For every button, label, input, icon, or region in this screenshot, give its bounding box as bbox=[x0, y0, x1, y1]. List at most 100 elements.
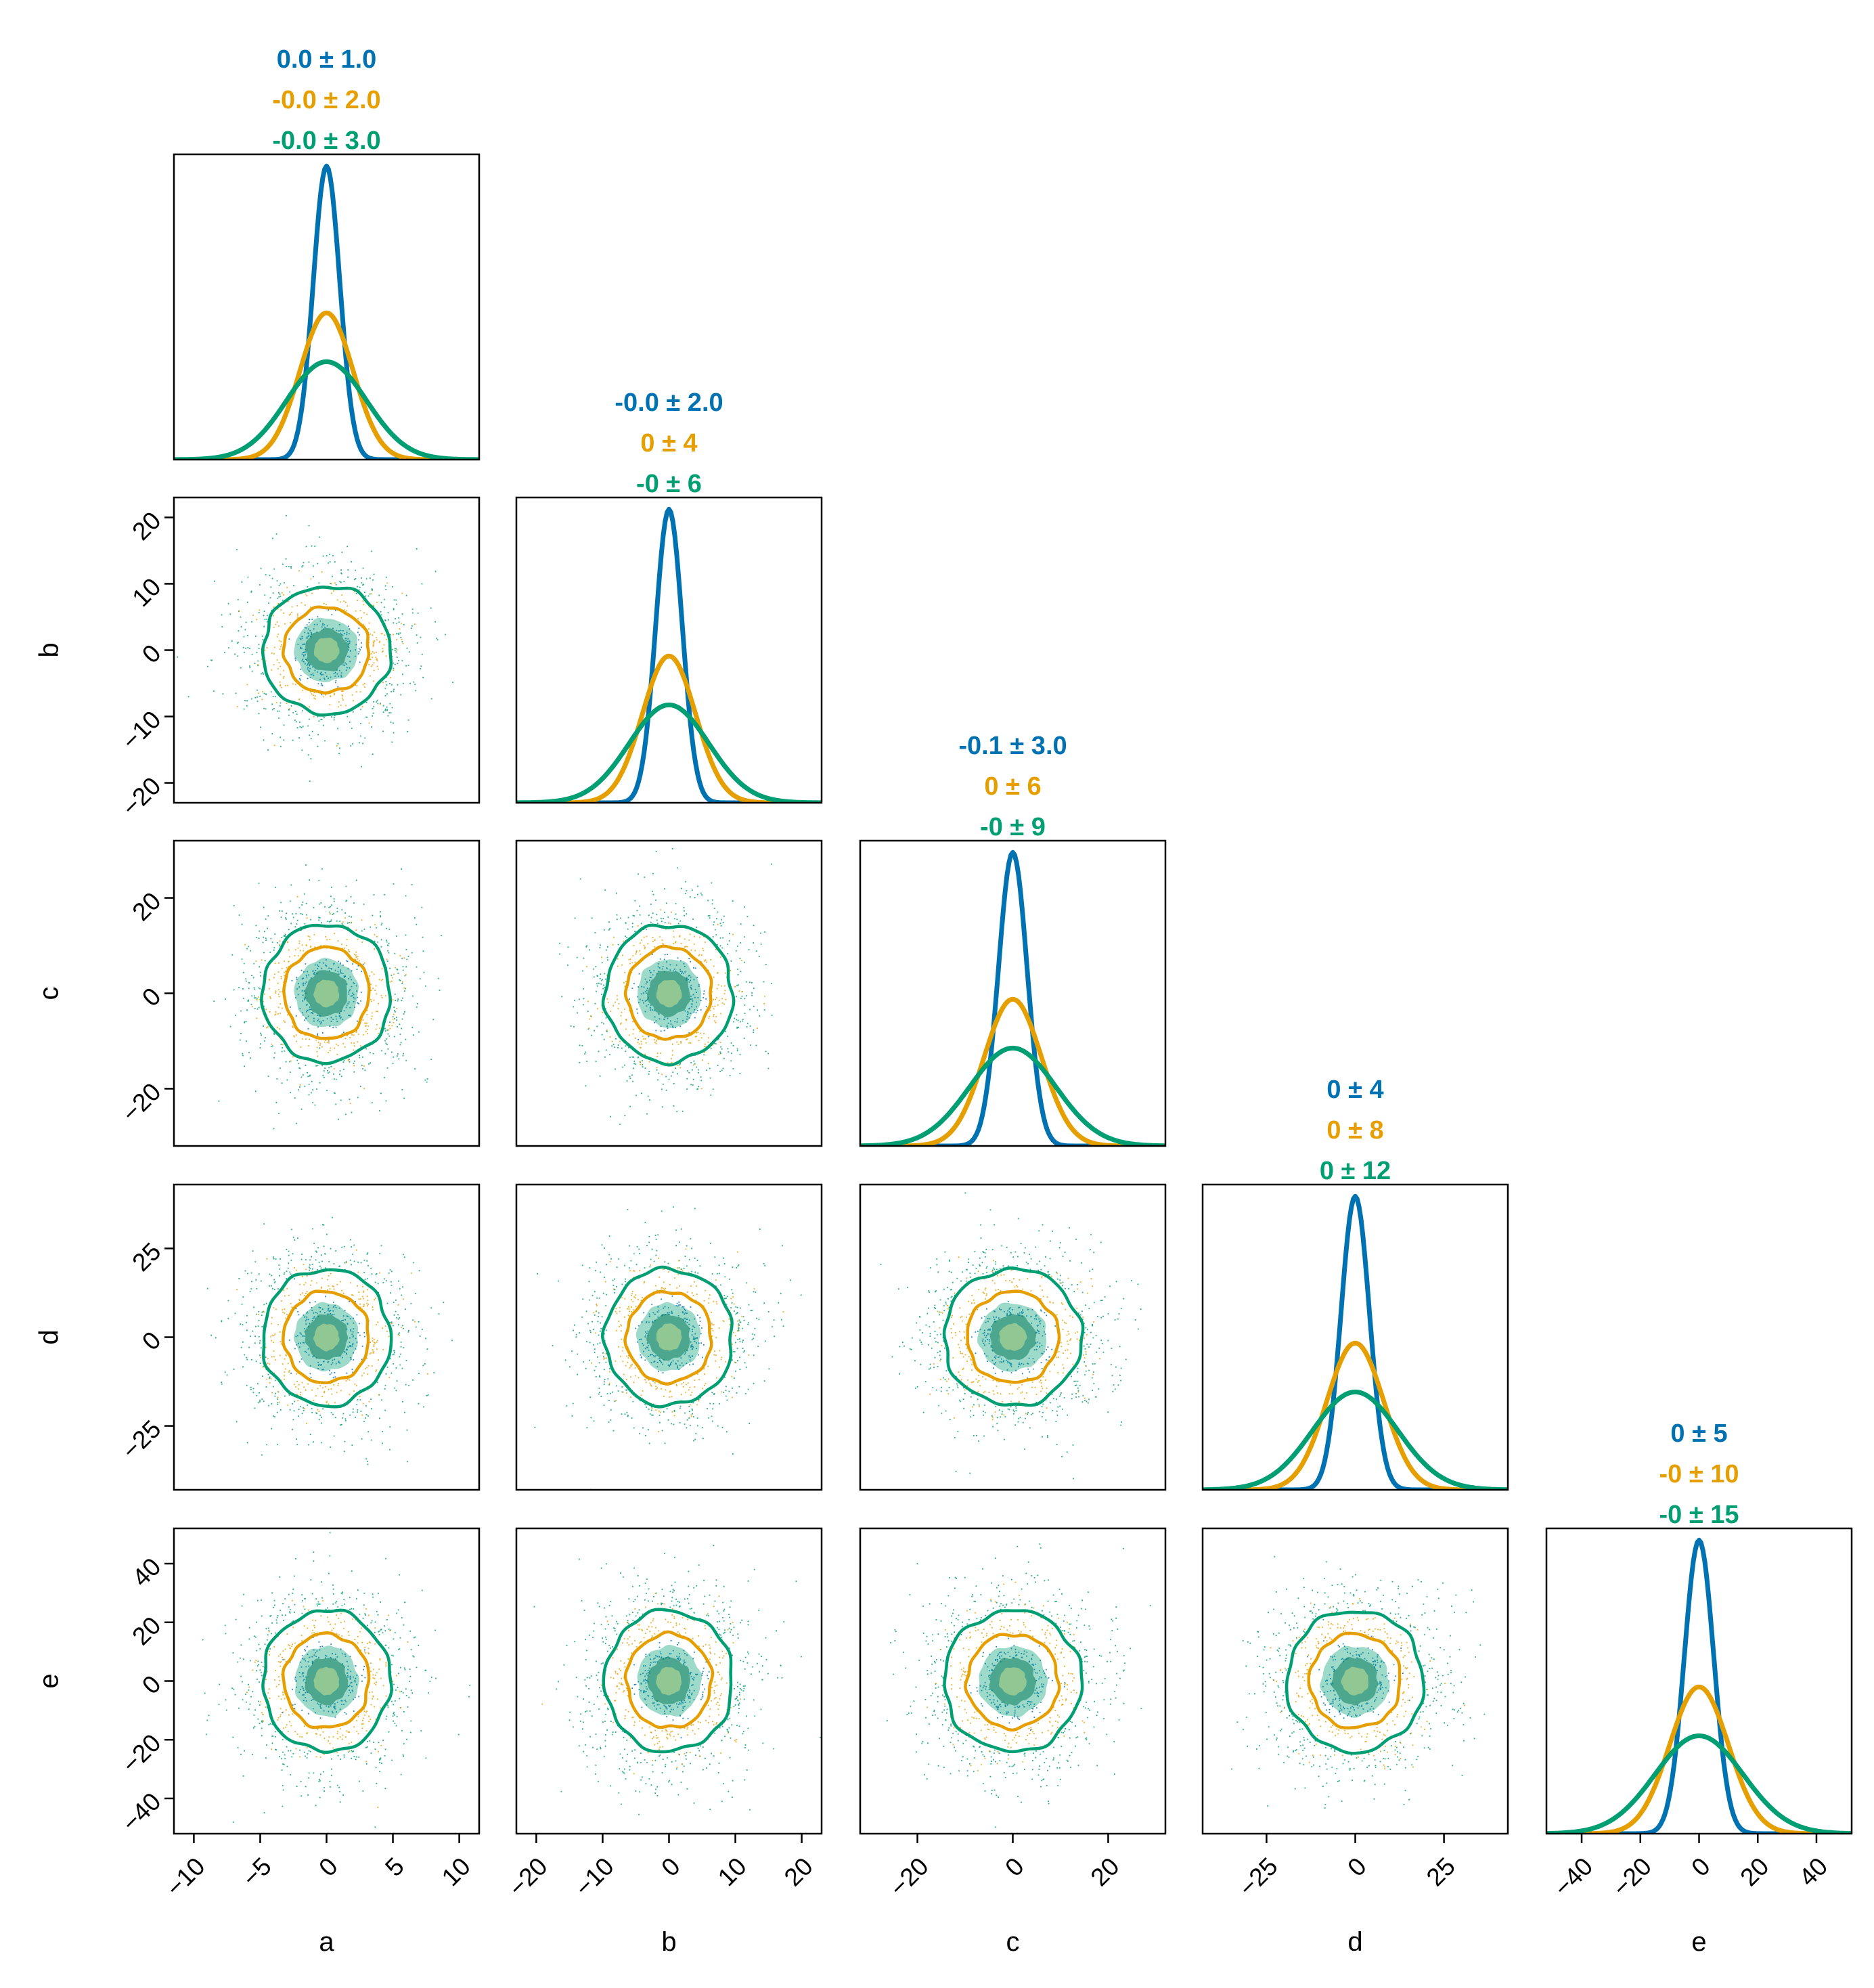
y-axis-label-b: b bbox=[35, 642, 64, 657]
panel-content bbox=[202, 1532, 471, 1828]
stat-label-c-series-1: -0.1 ± 3.0 bbox=[958, 732, 1067, 760]
panel-content bbox=[1203, 1193, 1508, 1490]
panel-content bbox=[174, 163, 479, 460]
y-tick-label: 20 bbox=[127, 887, 166, 926]
panel-content bbox=[887, 1543, 1151, 1828]
contour-line-series-2 bbox=[966, 1289, 1061, 1384]
stat-label-e-series-2: -0 ± 10 bbox=[1659, 1460, 1739, 1488]
panel-content bbox=[559, 848, 773, 1125]
x-tick-label: 20 bbox=[779, 1852, 818, 1891]
density-line-series-1 bbox=[860, 849, 1165, 1146]
panel-content bbox=[860, 849, 1165, 1146]
panel-content bbox=[1231, 1555, 1486, 1809]
scatter-points-series-1 bbox=[635, 1295, 705, 1382]
density-line-series-2 bbox=[516, 653, 822, 803]
panel-frame bbox=[515, 839, 823, 1147]
y-tick-label: 40 bbox=[127, 1553, 166, 1592]
x-tick-label: 20 bbox=[1086, 1852, 1125, 1891]
scatter-points-series-1 bbox=[631, 1639, 710, 1739]
contour-line-series-3 bbox=[602, 1608, 733, 1754]
panel-a-a: 0.0 ± 1.0 -0.0 ± 2.0 -0.0 ± 3.0 bbox=[173, 45, 481, 461]
stat-label-d-series-2: 0 ± 8 bbox=[1326, 1116, 1383, 1145]
density-line-series-1 bbox=[516, 506, 822, 803]
x-axis-label-a: a bbox=[319, 1927, 334, 1957]
y-tick-label: 0 bbox=[137, 982, 166, 1012]
scatter-points-series-2 bbox=[541, 1593, 741, 1775]
panel-content bbox=[534, 1206, 802, 1490]
stat-label-a-series-2: -0.0 ± 2.0 bbox=[272, 86, 380, 114]
y-tick-label: 0 bbox=[137, 1670, 166, 1700]
panel-e-d: −25 0 25 d bbox=[1201, 1527, 1509, 1957]
stat-label-c-series-2: 0 ± 6 bbox=[984, 772, 1041, 801]
panel-e-c: −20 0 20 c bbox=[859, 1527, 1167, 1957]
density-line-series-2 bbox=[1203, 1340, 1508, 1490]
x-tick-label: 0 bbox=[1342, 1852, 1372, 1882]
filled-contour-core bbox=[656, 1666, 682, 1696]
scatter-points-series-3 bbox=[534, 1206, 802, 1490]
x-tick-label: 20 bbox=[1735, 1852, 1774, 1891]
stat-label-b-series-1: -0.0 ± 2.0 bbox=[615, 389, 723, 417]
y-tick-label: −10 bbox=[116, 705, 166, 755]
density-line-series-3 bbox=[516, 702, 822, 803]
filled-contour-core bbox=[313, 1323, 340, 1352]
stat-label-d-series-1: 0 ± 4 bbox=[1326, 1076, 1383, 1104]
density-line-series-2 bbox=[1546, 1684, 1852, 1834]
panel-e-b: −20 −10 0 10 20 b bbox=[503, 1527, 823, 1957]
density-line-series-2 bbox=[860, 996, 1165, 1146]
x-tick-label: 0 bbox=[313, 1852, 343, 1882]
y-tick-label: 10 bbox=[127, 573, 166, 612]
panel-d-d: 0 ± 4 0 ± 8 0 ± 12 bbox=[1201, 1076, 1509, 1491]
y-tick-label: −20 bbox=[116, 772, 166, 821]
x-tick-label: −20 bbox=[503, 1852, 552, 1901]
scatter-points-series-3 bbox=[213, 864, 443, 1130]
density-line-series-1 bbox=[1203, 1193, 1508, 1490]
density-line-series-3 bbox=[1203, 1389, 1508, 1490]
x-axis-label-e: e bbox=[1691, 1927, 1706, 1957]
panel-content bbox=[206, 1216, 479, 1465]
y-tick-label: 0 bbox=[137, 1326, 166, 1356]
panel-content bbox=[177, 515, 453, 782]
contour-line-series-3 bbox=[261, 586, 393, 717]
panel-frame bbox=[173, 153, 481, 461]
stat-label-a-series-1: 0.0 ± 1.0 bbox=[277, 45, 377, 74]
stat-label-d-series-3: 0 ± 12 bbox=[1320, 1157, 1391, 1185]
y-axis-label-e: e bbox=[35, 1673, 64, 1688]
panel-content bbox=[516, 506, 822, 803]
contour-line-series-2 bbox=[281, 1631, 371, 1729]
contour-line-series-2 bbox=[282, 945, 371, 1040]
filled-contour-core bbox=[999, 1667, 1027, 1696]
panel-content bbox=[1546, 1537, 1852, 1834]
contour-line-series-2 bbox=[282, 1289, 370, 1385]
panel-d-c bbox=[859, 1183, 1167, 1491]
panel-c-b bbox=[515, 839, 823, 1147]
contour-line-series-3 bbox=[261, 1608, 393, 1754]
scatter-points-series-3 bbox=[559, 848, 773, 1125]
panel-content bbox=[533, 1545, 822, 1815]
panel-b-b: -0.0 ± 2.0 0 ± 4 -0 ± 6 bbox=[515, 389, 823, 804]
panel-frame bbox=[859, 839, 1167, 1147]
contour-line-series-3 bbox=[942, 1266, 1085, 1407]
contour-line-series-2 bbox=[623, 944, 713, 1041]
y-tick-label: 20 bbox=[127, 1611, 166, 1650]
contour-line-series-3 bbox=[260, 923, 393, 1065]
density-line-series-2 bbox=[174, 310, 479, 460]
x-tick-label: 40 bbox=[1793, 1852, 1833, 1891]
density-line-series-1 bbox=[174, 163, 479, 460]
scatter-points-series-3 bbox=[206, 1216, 479, 1465]
density-line-series-3 bbox=[860, 1045, 1165, 1146]
panel-frame bbox=[1201, 1183, 1509, 1491]
contour-line-series-3 bbox=[262, 1268, 393, 1409]
contour-line-series-2 bbox=[964, 1633, 1061, 1732]
x-tick-label: 0 bbox=[656, 1852, 686, 1882]
x-axis-label-d: d bbox=[1347, 1927, 1362, 1957]
panel-content bbox=[880, 1192, 1142, 1480]
x-tick-label: 25 bbox=[1421, 1852, 1460, 1891]
contour-line-series-2 bbox=[623, 1289, 713, 1386]
x-tick-label: −5 bbox=[237, 1852, 277, 1892]
filled-contour-core bbox=[999, 1323, 1027, 1351]
x-tick-label: −10 bbox=[569, 1852, 619, 1901]
contour-line-series-3 bbox=[943, 1609, 1084, 1754]
y-tick-label: −25 bbox=[116, 1415, 166, 1464]
contour-line-series-3 bbox=[601, 923, 736, 1067]
